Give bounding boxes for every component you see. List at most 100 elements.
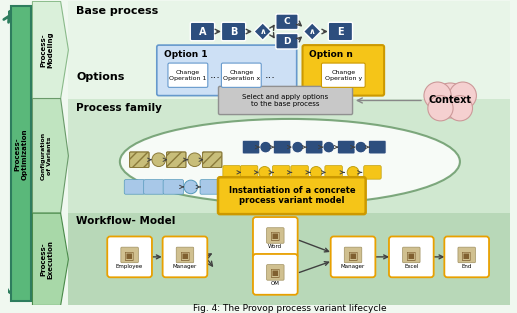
Text: Process family: Process family <box>76 103 162 113</box>
Text: ...: ... <box>210 70 221 80</box>
Text: ▣: ▣ <box>406 251 417 261</box>
Text: D: D <box>283 37 291 46</box>
Circle shape <box>323 141 334 153</box>
Text: ▣: ▣ <box>180 251 190 261</box>
Text: Process-
Optimization: Process- Optimization <box>14 128 27 180</box>
Text: Manager: Manager <box>341 264 365 269</box>
FancyBboxPatch shape <box>302 45 384 95</box>
FancyBboxPatch shape <box>257 180 278 194</box>
Circle shape <box>428 95 453 121</box>
FancyBboxPatch shape <box>166 152 186 167</box>
Text: Process-
Execution: Process- Execution <box>40 240 53 279</box>
FancyBboxPatch shape <box>157 45 297 95</box>
FancyBboxPatch shape <box>221 63 261 87</box>
Text: Change
Operation y: Change Operation y <box>325 70 362 81</box>
Circle shape <box>184 180 197 194</box>
FancyBboxPatch shape <box>331 237 375 277</box>
FancyBboxPatch shape <box>68 1 510 305</box>
FancyBboxPatch shape <box>253 254 298 295</box>
FancyBboxPatch shape <box>200 180 220 194</box>
Text: A: A <box>199 27 206 37</box>
FancyBboxPatch shape <box>325 166 342 179</box>
Text: Configuration
of Variants: Configuration of Variants <box>41 132 52 180</box>
Circle shape <box>447 95 473 121</box>
FancyBboxPatch shape <box>240 166 258 179</box>
Text: ...: ... <box>265 70 276 80</box>
Circle shape <box>355 141 367 153</box>
Text: ∧: ∧ <box>260 27 266 36</box>
FancyBboxPatch shape <box>121 247 139 263</box>
FancyBboxPatch shape <box>68 213 510 305</box>
FancyBboxPatch shape <box>168 63 208 87</box>
Text: B: B <box>230 27 237 37</box>
Text: Change
Operation x: Change Operation x <box>223 70 260 81</box>
FancyBboxPatch shape <box>276 33 298 49</box>
FancyBboxPatch shape <box>267 228 284 243</box>
Polygon shape <box>33 99 68 213</box>
FancyBboxPatch shape <box>344 247 362 263</box>
Text: Fig. 4: The Provop process variant lifecycle: Fig. 4: The Provop process variant lifec… <box>193 304 387 313</box>
Circle shape <box>188 153 202 167</box>
FancyBboxPatch shape <box>107 237 152 277</box>
FancyBboxPatch shape <box>144 180 164 194</box>
Text: Change
Operation 1: Change Operation 1 <box>169 70 207 81</box>
Text: ∧: ∧ <box>309 27 315 36</box>
FancyBboxPatch shape <box>11 6 31 300</box>
FancyBboxPatch shape <box>338 140 355 154</box>
FancyBboxPatch shape <box>221 22 246 41</box>
FancyBboxPatch shape <box>68 99 510 213</box>
FancyBboxPatch shape <box>163 180 184 194</box>
FancyBboxPatch shape <box>444 237 489 277</box>
Text: Process-
Modeling: Process- Modeling <box>40 32 53 68</box>
FancyBboxPatch shape <box>291 166 308 179</box>
Text: ▣: ▣ <box>348 251 358 261</box>
Polygon shape <box>254 23 271 40</box>
FancyBboxPatch shape <box>218 177 366 214</box>
Text: End: End <box>462 264 472 269</box>
Text: ▣: ▣ <box>270 232 281 241</box>
Text: Manager: Manager <box>173 264 197 269</box>
FancyBboxPatch shape <box>219 180 240 194</box>
FancyBboxPatch shape <box>306 140 323 154</box>
Text: Option 1: Option 1 <box>163 50 207 59</box>
FancyBboxPatch shape <box>389 237 434 277</box>
Text: Workflow- Model: Workflow- Model <box>76 216 176 226</box>
Circle shape <box>424 82 451 109</box>
Polygon shape <box>303 23 321 40</box>
FancyBboxPatch shape <box>267 265 284 280</box>
Text: ▣: ▣ <box>462 251 472 261</box>
FancyBboxPatch shape <box>219 86 353 115</box>
Text: E: E <box>337 27 344 37</box>
Text: Option n: Option n <box>309 50 353 59</box>
Text: Excel: Excel <box>404 264 418 269</box>
FancyBboxPatch shape <box>322 63 365 87</box>
Circle shape <box>152 153 165 167</box>
FancyBboxPatch shape <box>403 247 420 263</box>
FancyBboxPatch shape <box>242 140 260 154</box>
Text: Select and apply options
to the base process: Select and apply options to the base pro… <box>242 94 328 107</box>
FancyBboxPatch shape <box>190 22 215 41</box>
FancyBboxPatch shape <box>369 140 386 154</box>
Polygon shape <box>33 1 68 99</box>
FancyBboxPatch shape <box>223 166 240 179</box>
Ellipse shape <box>120 119 460 204</box>
Text: OM: OM <box>271 281 280 286</box>
FancyBboxPatch shape <box>130 152 149 167</box>
Text: C: C <box>284 17 290 26</box>
Polygon shape <box>33 213 68 305</box>
FancyBboxPatch shape <box>253 217 298 258</box>
Text: ▣: ▣ <box>270 268 281 278</box>
Text: Word: Word <box>268 244 282 249</box>
Text: Employee: Employee <box>116 264 143 269</box>
Text: Base process: Base process <box>76 6 158 16</box>
Circle shape <box>310 167 322 178</box>
Text: Options: Options <box>76 72 125 82</box>
FancyBboxPatch shape <box>458 247 476 263</box>
FancyBboxPatch shape <box>276 14 298 29</box>
Circle shape <box>433 83 468 118</box>
FancyBboxPatch shape <box>273 140 291 154</box>
FancyBboxPatch shape <box>124 180 145 194</box>
Circle shape <box>242 180 256 194</box>
Circle shape <box>292 141 303 153</box>
FancyBboxPatch shape <box>163 237 207 277</box>
